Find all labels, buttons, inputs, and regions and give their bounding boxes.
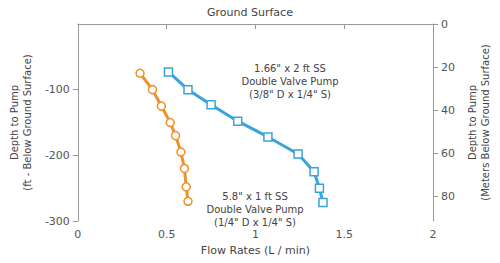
- svg-text:5.8" x 1 ft SS: 5.8" x 1 ft SS: [222, 191, 287, 202]
- svg-text:1.5: 1.5: [336, 228, 354, 241]
- svg-text:20: 20: [441, 61, 455, 74]
- svg-text:(Meters Below Ground Surface): (Meters Below Ground Surface): [480, 44, 491, 201]
- svg-text:(1/4" D x 1/4" S): (1/4" D x 1/4" S): [214, 217, 296, 228]
- svg-text:-100: -100: [45, 83, 70, 96]
- svg-text:-200: -200: [45, 149, 70, 162]
- svg-text:60: 60: [441, 147, 455, 160]
- svg-text:Double Valve Pump: Double Valve Pump: [206, 204, 303, 215]
- svg-text:Depth to Pump: Depth to Pump: [467, 85, 478, 160]
- svg-text:40: 40: [441, 104, 455, 117]
- svg-text:Ground Surface: Ground Surface: [207, 6, 293, 19]
- svg-text:(ft - Below Ground Surface): (ft - Below Ground Surface): [22, 54, 33, 190]
- svg-text:Depth to Pump: Depth to Pump: [9, 85, 20, 160]
- svg-text:1.66" x 2 ft SS: 1.66" x 2 ft SS: [254, 63, 326, 74]
- svg-text:Flow Rates (L / min): Flow Rates (L / min): [201, 244, 310, 257]
- svg-text:0: 0: [74, 228, 81, 241]
- svg-text:80: 80: [441, 190, 455, 203]
- svg-text:1: 1: [252, 228, 259, 241]
- svg-text:2: 2: [430, 228, 437, 241]
- svg-text:0: 0: [441, 18, 448, 31]
- svg-text:0.5: 0.5: [158, 228, 176, 241]
- svg-text:(3/8" D x 1/4" S): (3/8" D x 1/4" S): [249, 89, 331, 100]
- svg-text:Double Valve Pump: Double Valve Pump: [241, 76, 338, 87]
- svg-text:-300: -300: [45, 215, 70, 228]
